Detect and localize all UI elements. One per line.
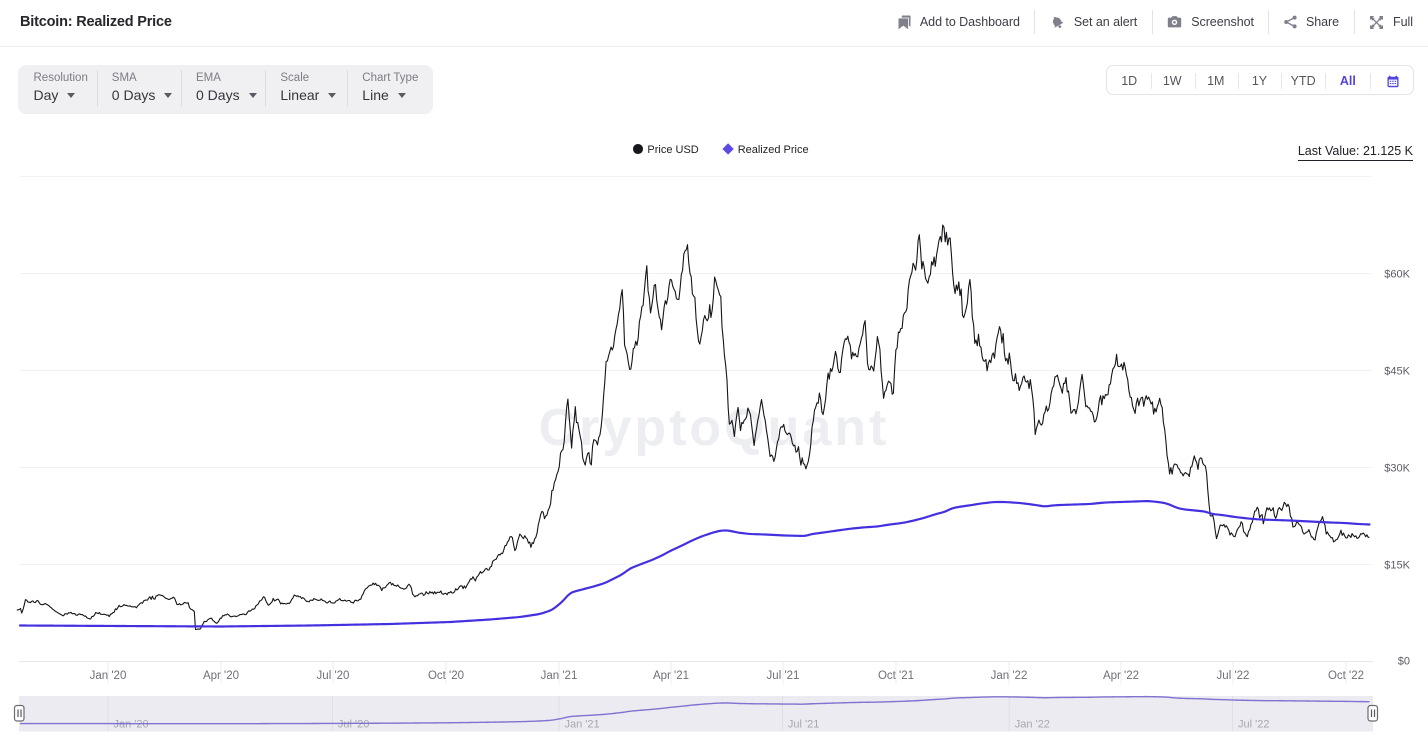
svg-text:Jan '20: Jan '20 [90, 670, 127, 682]
svg-text:Jul '22: Jul '22 [1217, 670, 1250, 682]
svg-text:$60K: $60K [1384, 269, 1410, 281]
svg-text:$0: $0 [1398, 656, 1410, 668]
svg-text:Apr '21: Apr '21 [653, 670, 689, 682]
svg-text:Oct '22: Oct '22 [1328, 670, 1364, 682]
svg-text:Apr '22: Apr '22 [1103, 670, 1139, 682]
svg-text:Oct '20: Oct '20 [428, 670, 464, 682]
svg-text:Jan '20: Jan '20 [114, 719, 149, 731]
svg-text:CryptoQuant: CryptoQuant [539, 399, 890, 457]
svg-text:Jul '21: Jul '21 [788, 719, 819, 731]
svg-text:Jul '20: Jul '20 [317, 670, 350, 682]
svg-text:$30K: $30K [1384, 463, 1410, 475]
svg-text:Jan '22: Jan '22 [1015, 719, 1050, 731]
svg-text:Jan '22: Jan '22 [991, 670, 1028, 682]
svg-text:Jul '20: Jul '20 [338, 719, 369, 731]
svg-text:Jan '21: Jan '21 [565, 719, 600, 731]
svg-text:Jul '21: Jul '21 [767, 670, 800, 682]
svg-text:Jan '21: Jan '21 [541, 670, 578, 682]
svg-text:$45K: $45K [1384, 366, 1410, 378]
svg-text:Jul '22: Jul '22 [1238, 719, 1269, 731]
svg-text:$15K: $15K [1384, 560, 1410, 572]
svg-text:Oct '21: Oct '21 [878, 670, 914, 682]
svg-text:Apr '20: Apr '20 [203, 670, 239, 682]
